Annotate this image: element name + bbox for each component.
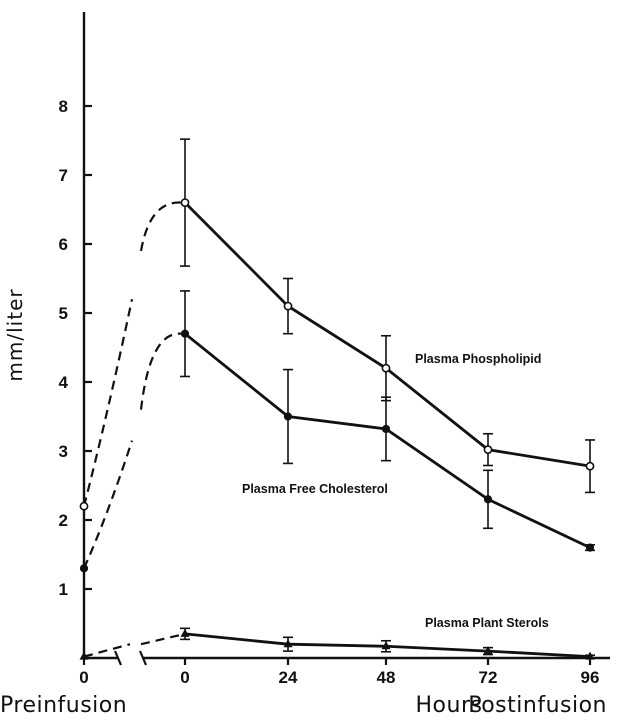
data-point <box>180 329 190 338</box>
y-tick-label: 2 <box>59 511 68 530</box>
data-point <box>585 651 595 660</box>
x-tick-label: 24 <box>279 668 298 687</box>
x-tick-label: 48 <box>377 668 396 687</box>
series-layer: Plasma Phospholipid Plasma Free Cholester… <box>79 138 595 660</box>
y-tick-label: 5 <box>59 304 68 323</box>
axis-break-mark <box>113 650 123 666</box>
labels: mm/liter Preinfusion Hours Postinfusion <box>0 288 607 718</box>
data-point <box>180 628 190 637</box>
axis-break-mark <box>138 650 148 666</box>
data-point <box>381 363 391 373</box>
data-point <box>381 641 391 650</box>
x-group-preinfusion: Preinfusion <box>0 693 127 718</box>
x-tick-label: 0 <box>79 668 88 687</box>
series-label: Plasma Phospholipid <box>415 352 541 366</box>
dashed-rise-segment <box>139 201 182 252</box>
x-tick-label: 0 <box>180 668 189 687</box>
dashed-rise-segment <box>82 440 134 569</box>
series-label: Plasma Free Cholesterol <box>242 482 388 496</box>
data-point <box>79 651 89 660</box>
data-point <box>381 424 391 434</box>
data-point <box>585 461 595 471</box>
data-point <box>483 445 493 455</box>
series-label: Plasma Plant Sterols <box>425 616 549 630</box>
data-point <box>483 495 493 504</box>
y-tick-label: 3 <box>59 442 68 461</box>
y-tick-label: 1 <box>59 580 68 599</box>
dashed-rise-segment <box>82 298 134 507</box>
x-group-hours: Hours <box>416 693 483 718</box>
data-point <box>283 301 293 311</box>
axes: 1 2 3 4 5 6 7 8 0 0 24 48 72 96 <box>59 12 610 687</box>
y-tick-label: 8 <box>59 97 68 116</box>
x-tick-label: 72 <box>479 668 498 687</box>
data-point <box>79 564 89 573</box>
y-tick-label: 7 <box>59 166 68 185</box>
data-point <box>585 543 595 552</box>
dashed-rise-segment <box>140 632 186 646</box>
data-point <box>283 412 293 421</box>
data-point <box>483 646 493 655</box>
x-group-postinfusion: Postinfusion <box>468 693 607 718</box>
x-tick-label: 96 <box>581 668 600 687</box>
y-axis-label: mm/liter <box>3 288 27 381</box>
y-tick-label: 6 <box>59 235 68 254</box>
dashed-rise-segment <box>83 643 131 658</box>
data-point <box>79 501 89 511</box>
data-point <box>180 198 190 207</box>
dashed-rise-segment <box>139 332 182 410</box>
data-point <box>283 639 293 648</box>
y-tick-label: 4 <box>59 373 69 392</box>
